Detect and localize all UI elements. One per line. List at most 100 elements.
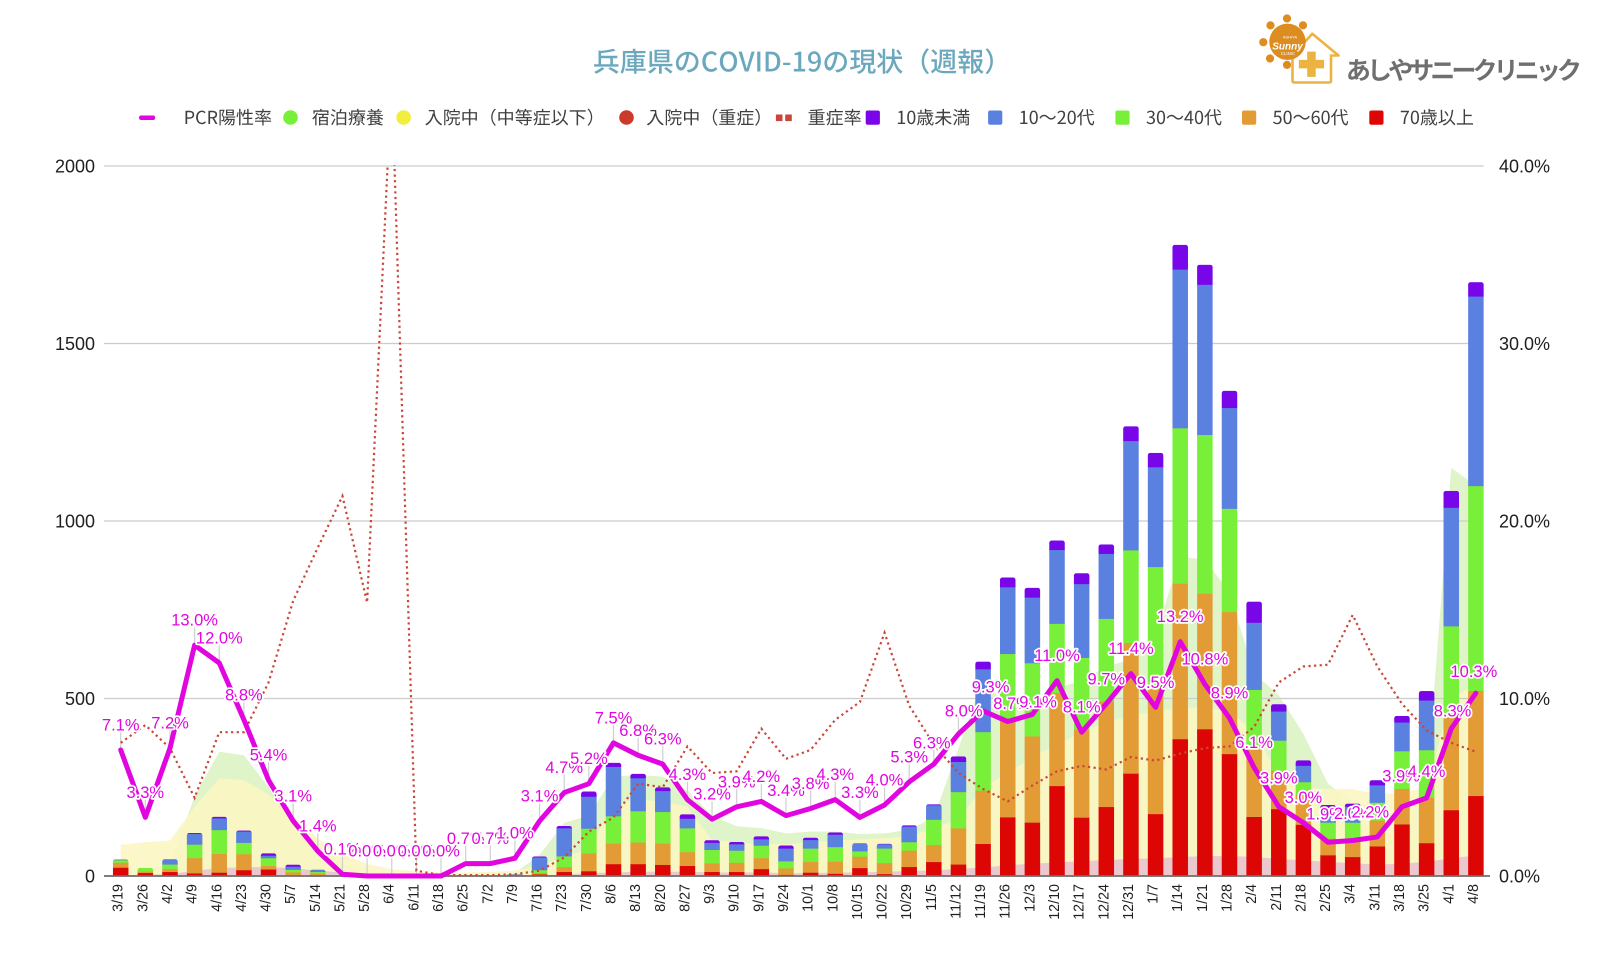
svg-text:8/6: 8/6 [604,884,620,904]
svg-text:0.0%: 0.0% [348,843,386,861]
svg-text:3/25: 3/25 [1417,884,1433,912]
svg-text:10/15: 10/15 [850,884,866,920]
svg-text:9/3: 9/3 [702,884,718,904]
svg-text:6/4: 6/4 [382,884,398,904]
svg-text:12/10: 12/10 [1047,884,1063,920]
svg-text:ASHIYA: ASHIYA [1283,35,1298,40]
svg-text:3.1%: 3.1% [521,788,559,806]
svg-text:0.0%: 0.0% [1499,867,1540,887]
svg-text:4/2: 4/2 [160,884,176,904]
svg-text:2.2%: 2.2% [1351,803,1389,821]
svg-text:0: 0 [85,867,95,887]
svg-text:3.9%: 3.9% [1382,767,1420,785]
svg-text:9/10: 9/10 [727,884,743,912]
svg-text:0.7%: 0.7% [471,830,509,848]
svg-text:8.9%: 8.9% [1211,685,1249,703]
svg-text:4.0%: 4.0% [866,772,904,790]
svg-text:10.8%: 10.8% [1182,651,1229,669]
svg-text:8.0%: 8.0% [945,703,983,721]
svg-text:8.3%: 8.3% [1434,702,1472,720]
svg-text:3.9%: 3.9% [1260,769,1298,787]
svg-text:7/30: 7/30 [579,884,595,912]
svg-text:5/7: 5/7 [283,884,299,904]
svg-text:11/26: 11/26 [998,884,1014,919]
svg-text:8/20: 8/20 [653,884,669,912]
svg-text:7.5%: 7.5% [595,709,633,727]
svg-text:8/27: 8/27 [677,884,693,912]
svg-text:0.0%: 0.0% [373,843,411,861]
svg-text:9.7%: 9.7% [1087,670,1125,688]
svg-text:20.0%: 20.0% [1499,512,1550,532]
svg-text:5/14: 5/14 [308,884,324,912]
svg-text:5/21: 5/21 [332,884,348,912]
svg-text:4/16: 4/16 [209,884,225,912]
svg-text:0.1%: 0.1% [324,841,362,859]
svg-text:3.3%: 3.3% [841,784,879,802]
svg-text:1000: 1000 [55,512,95,532]
svg-text:6.8%: 6.8% [619,722,657,740]
svg-text:3/18: 3/18 [1392,884,1408,912]
svg-text:3/26: 3/26 [135,884,151,912]
svg-text:6.3%: 6.3% [644,731,682,749]
svg-text:4.7%: 4.7% [545,759,583,777]
svg-text:9.3%: 9.3% [972,678,1010,696]
svg-text:7.2%: 7.2% [151,715,189,733]
svg-text:10/1: 10/1 [801,884,817,912]
svg-text:40.0%: 40.0% [1499,157,1550,177]
svg-text:8/13: 8/13 [628,884,644,912]
svg-text:4/23: 4/23 [234,884,250,912]
svg-text:7/23: 7/23 [554,884,570,912]
svg-text:2/18: 2/18 [1293,884,1309,912]
svg-text:3.9%: 3.9% [718,773,756,791]
svg-text:10/8: 10/8 [825,884,841,912]
svg-text:5.4%: 5.4% [250,747,288,765]
svg-text:1.4%: 1.4% [299,818,337,836]
svg-text:1/28: 1/28 [1220,884,1236,912]
svg-text:2/25: 2/25 [1318,884,1334,912]
svg-text:9/24: 9/24 [776,884,792,912]
svg-text:10.3%: 10.3% [1451,663,1498,681]
svg-text:30.0%: 30.0% [1499,334,1550,354]
svg-text:4.3%: 4.3% [816,766,854,784]
svg-text:4.4%: 4.4% [1408,763,1446,781]
svg-text:8.8%: 8.8% [225,686,263,704]
svg-text:9.5%: 9.5% [1137,674,1175,692]
svg-text:3/11: 3/11 [1367,884,1383,911]
svg-text:3.3%: 3.3% [126,784,164,802]
svg-text:11/12: 11/12 [948,884,964,919]
svg-text:0.0%: 0.0% [422,843,460,861]
svg-text:1500: 1500 [55,334,95,354]
svg-text:4/30: 4/30 [259,884,275,912]
svg-text:11.0%: 11.0% [1034,647,1080,665]
svg-text:7.1%: 7.1% [102,716,140,734]
svg-text:8.7%: 8.7% [993,695,1031,713]
svg-text:10.0%: 10.0% [1499,689,1550,709]
svg-text:5.2%: 5.2% [570,750,608,768]
svg-text:0.7%: 0.7% [447,830,485,848]
svg-text:2.0%: 2.0% [1334,805,1372,823]
svg-text:4/8: 4/8 [1466,884,1482,904]
svg-text:1/7: 1/7 [1146,884,1162,904]
svg-text:12/17: 12/17 [1072,884,1088,920]
svg-text:CLINIC: CLINIC [1281,51,1295,56]
svg-text:7/9: 7/9 [505,884,521,904]
svg-text:9.1%: 9.1% [1019,693,1057,711]
svg-text:1.0%: 1.0% [496,825,534,843]
svg-text:12/24: 12/24 [1096,884,1112,920]
svg-text:3.4%: 3.4% [767,782,805,800]
svg-text:3.8%: 3.8% [792,775,830,793]
svg-text:1.9%: 1.9% [1306,805,1344,823]
svg-text:9/17: 9/17 [751,884,767,912]
svg-text:3/4: 3/4 [1343,884,1359,904]
svg-text:500: 500 [65,689,95,709]
svg-text:5/28: 5/28 [357,884,373,912]
svg-text:13.2%: 13.2% [1157,608,1204,626]
svg-text:6/18: 6/18 [431,884,447,912]
svg-text:4/1: 4/1 [1441,884,1457,904]
svg-text:13.0%: 13.0% [171,612,218,630]
svg-text:1/21: 1/21 [1195,884,1211,912]
svg-text:3.2%: 3.2% [693,786,731,804]
svg-text:10/22: 10/22 [875,884,891,920]
svg-text:2/11: 2/11 [1269,884,1285,911]
svg-text:11/5: 11/5 [924,884,940,911]
